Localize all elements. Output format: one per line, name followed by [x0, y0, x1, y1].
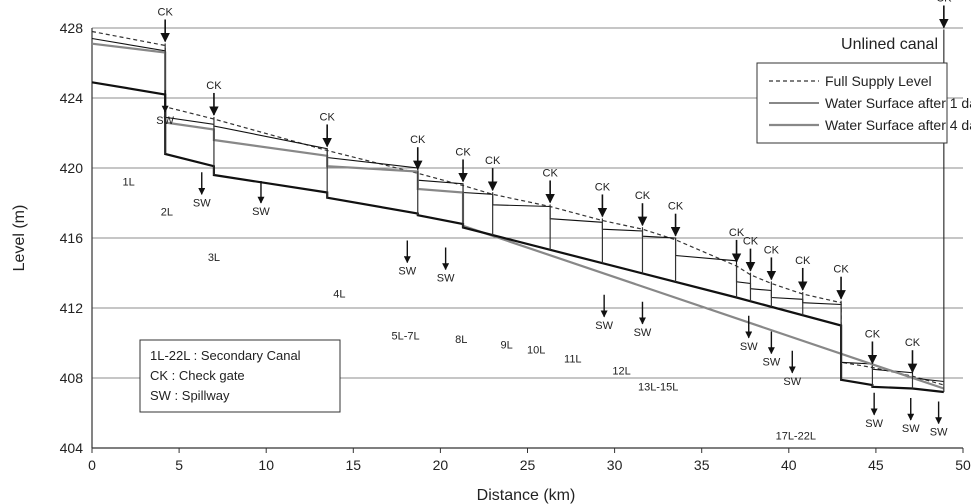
check-gate-label: CK	[668, 201, 684, 213]
spillway-label: SW	[902, 423, 920, 435]
spillway-label: SW	[634, 327, 652, 339]
spillway-label: SW	[740, 341, 758, 353]
y-tick-label: 428	[60, 20, 84, 36]
check-gate-label: CK	[936, 0, 952, 5]
y-tick-label: 408	[60, 370, 84, 386]
y-tick-label: 420	[60, 160, 84, 176]
legend: Full Supply Level Water Surface after 1 d…	[139, 62, 971, 413]
check-gate-label: CK	[455, 146, 471, 158]
x-tick-label: 15	[346, 457, 362, 473]
legend-label: Water Surface after 4 days	[825, 117, 971, 133]
key-box-line: 1L-22L : Secondary Canal	[150, 348, 301, 363]
secondary-canal-label: 9L	[500, 339, 512, 351]
check-gate-label: CK	[743, 236, 759, 248]
y-tick-label: 412	[60, 300, 84, 316]
y-tick-label: 416	[60, 230, 84, 246]
x-tick-label: 50	[955, 457, 971, 473]
secondary-canal-label: 12L	[612, 366, 630, 378]
key-box-line: CK : Check gate	[150, 368, 245, 383]
check-gate-label: CK	[865, 328, 881, 340]
key-box-line: SW : Spillway	[150, 388, 230, 403]
secondary-canal-label: 1L	[122, 177, 134, 189]
spillway-label: SW	[783, 376, 801, 388]
spillway-label: SW	[763, 357, 781, 369]
check-gate-label: CK	[485, 155, 501, 167]
y-axis-title: Level (m)	[11, 205, 28, 272]
series-line-full-supply-level	[91, 30, 944, 386]
check-gate-label: CK	[595, 181, 611, 193]
secondary-canal-label: 2L	[161, 206, 173, 218]
annotations: CKCKCKCKCKCKCKCKCKCKCKCKCKCKCKCKCKCKSWSW…	[122, 0, 952, 442]
check-gate-label: CK	[320, 111, 336, 123]
secondary-canal-label: 17L-22L	[776, 430, 816, 442]
spillway-label: SW	[252, 206, 270, 218]
y-tick-label: 404	[60, 440, 84, 456]
x-tick-label: 45	[868, 457, 884, 473]
y-tick-label: 424	[60, 90, 84, 106]
secondary-canal-label: 11L	[564, 353, 582, 365]
spillway-label: SW	[595, 320, 613, 332]
secondary-canal-label: 3L	[208, 252, 220, 264]
x-tick-label: 25	[520, 457, 536, 473]
check-gate-label: CK	[795, 255, 811, 267]
secondary-canal-label: 4L	[333, 289, 345, 301]
spillway-label: SW	[930, 427, 948, 439]
spillway-label: SW	[398, 266, 416, 278]
spillway-label: SW	[865, 418, 883, 430]
check-gate-label: CK	[543, 167, 559, 179]
spillway-label: SW	[193, 197, 211, 209]
x-tick-label: 0	[88, 457, 96, 473]
chart-title: Unlined canal	[841, 36, 938, 53]
legend-label: Full Supply Level	[825, 73, 932, 89]
key-box	[139, 339, 341, 413]
spillway-label: SW	[437, 273, 455, 285]
secondary-canal-label: 10L	[527, 345, 545, 357]
x-tick-label: 10	[258, 457, 274, 473]
secondary-canal-label: 13L-15L	[638, 381, 678, 393]
check-gate-label: CK	[764, 244, 780, 256]
check-gate-label: CK	[905, 337, 921, 349]
secondary-canal-label: 8L	[455, 334, 467, 346]
check-gate-label: CK	[410, 134, 426, 146]
check-gate-label: CK	[206, 80, 222, 92]
check-gate-label: CK	[635, 190, 651, 202]
x-tick-label: 35	[694, 457, 710, 473]
check-gate-label: CK	[158, 6, 174, 18]
x-axis-title: Distance (km)	[477, 487, 576, 504]
check-gate-label: CK	[729, 227, 745, 239]
x-tick-label: 5	[175, 457, 183, 473]
legend-label: Water Surface after 1 day	[825, 95, 971, 111]
x-tick-label: 40	[781, 457, 797, 473]
secondary-canal-label: 5L-7L	[391, 331, 419, 343]
spillway-label: SW	[156, 115, 174, 127]
x-tick-label: 20	[433, 457, 449, 473]
x-tick-label: 30	[607, 457, 623, 473]
axes: 404 408 412 416 420 424 428 0 5 10 15 20 25 30 35 40 45 5…	[60, 20, 971, 473]
check-gate-label: CK	[833, 264, 849, 276]
